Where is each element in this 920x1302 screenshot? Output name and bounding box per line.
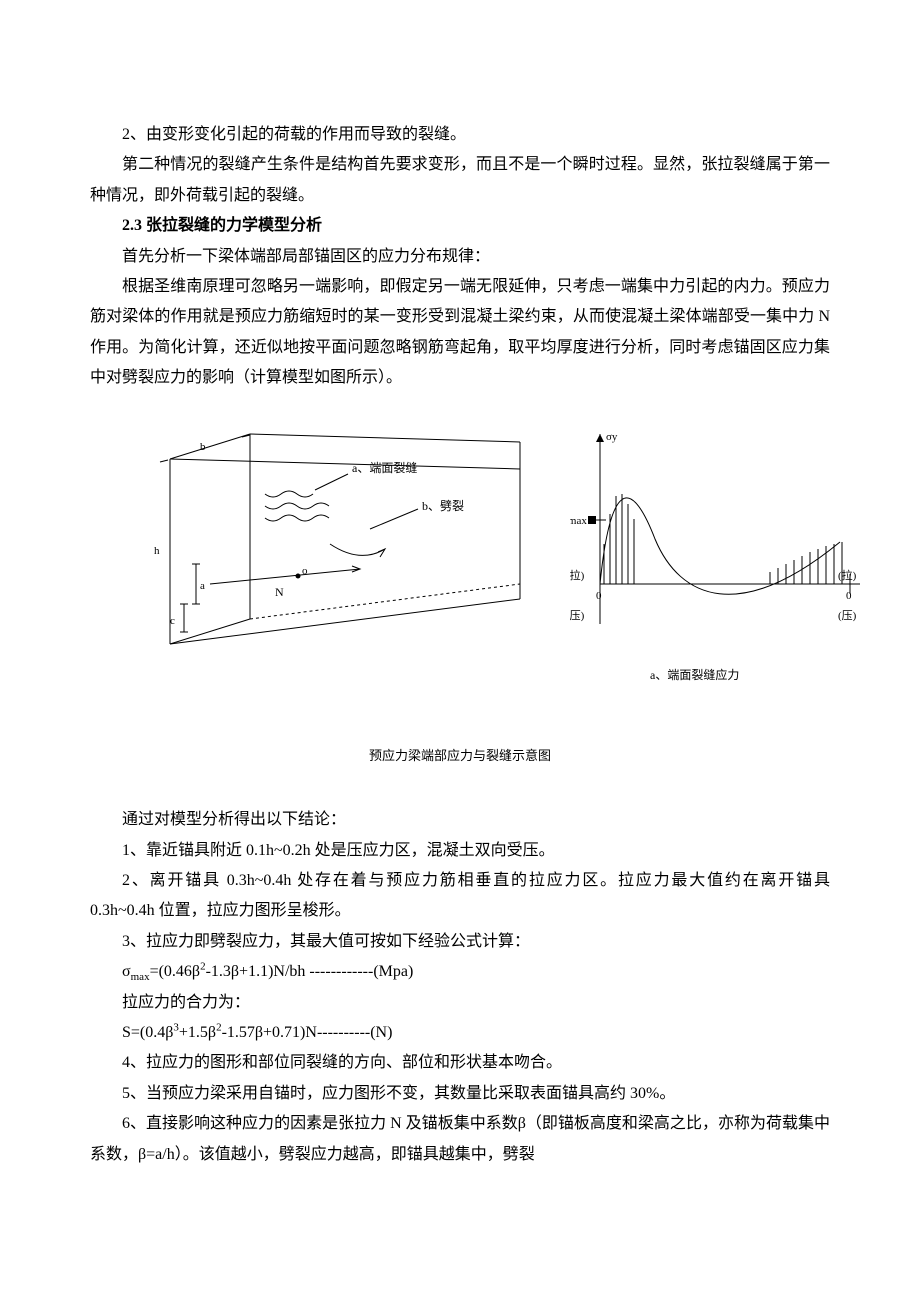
formula-S: S=(0.4β3+1.5β2-1.57β+0.71)N----------(N)	[90, 1018, 830, 1048]
graph-y-axis-label: σy	[606, 431, 618, 443]
conclusion-item-3: 3、拉应力即劈裂应力，其最大值可按如下经验公式计算：	[90, 927, 830, 957]
conclusion-item-2: 2、离开锚具 0.3h~0.4h 处存在着与预应力筋相垂直的拉应力区。拉应力最大…	[90, 866, 830, 927]
conclusion-item-1: 1、靠近锚具附近 0.1h~0.2h 处是压应力区，混凝土双向受压。	[90, 836, 830, 866]
beam-label-b: b、劈裂	[422, 498, 464, 513]
graph-zero-left: 0	[596, 590, 602, 602]
paragraph-model-desc: 根据圣维南原理可忽略另一端影响，即假定另一端无限延伸，只考虑一端集中力引起的内力…	[90, 272, 830, 394]
figure-stress-diagram: a、端面裂缝 b、劈裂 N o b h a c	[90, 414, 830, 734]
section-heading-2-3: 2.3 张拉裂缝的力学模型分析	[90, 211, 830, 241]
graph-left-compression-label: (压)	[570, 609, 585, 622]
beam-dim-h: h	[154, 545, 160, 557]
formula1-sigma: σ	[122, 963, 131, 980]
formula1-body: =(0.46β	[150, 963, 201, 980]
beam-label-N: N	[275, 585, 284, 599]
graph-right-tension-label: (拉)	[838, 568, 857, 582]
formula2-rest: -1.57β+0.71)N----------(N)	[222, 1024, 393, 1041]
paragraph-intro: 首先分析一下梁体端部局部锚固区的应力分布规律：	[90, 242, 830, 272]
formula2-mid: +1.5β	[179, 1024, 216, 1041]
formula1-sub: max	[131, 971, 150, 983]
graph-left-tension-label: (拉)	[570, 568, 585, 582]
beam-dim-b: b	[200, 441, 206, 453]
graph-zero-right: 0	[846, 590, 852, 602]
beam-dim-c: c	[170, 615, 175, 627]
conclusion-item-6: 6、直接影响这种应力的因素是张拉力 N 及锚板集中系数β（即锚板高度和梁高之比，…	[90, 1109, 830, 1170]
formula1-rest: -1.3β+1.1)N/bh ------------(Mpa)	[206, 963, 414, 980]
formula-sigma-max: σmax=(0.46β2-1.3β+1.1)N/bh ------------(…	[90, 957, 830, 987]
figure-caption: 预应力梁端部应力与裂缝示意图	[90, 744, 830, 769]
graph-right-compression-label: (压)	[838, 609, 857, 622]
formula2-prefix: S=(0.4β	[122, 1024, 173, 1041]
paragraph-conclusion-intro: 通过对模型分析得出以下结论：	[90, 805, 830, 835]
paragraph-explain: 第二种情况的裂缝产生条件是结构首先要求变形，而且不是一个瞬时过程。显然，张拉裂缝…	[90, 150, 830, 211]
beam-dim-a: a	[200, 580, 205, 592]
paragraph-resultant-intro: 拉应力的合力为：	[90, 988, 830, 1018]
graph-sigma-max-label: σmax	[570, 515, 587, 527]
stress-graph-svg: σy σmax (拉) (压) (拉) (压) 0 0	[570, 424, 880, 674]
conclusion-item-4: 4、拉应力的图形和部位同裂缝的方向、部位和形状基本吻合。	[90, 1048, 830, 1078]
page-body: 2、由变形变化引起的荷载的作用而导致的裂缝。 第二种情况的裂缝产生条件是结构首先…	[0, 0, 920, 1270]
beam-label-a: a、端面裂缝	[352, 460, 417, 475]
spacer	[90, 781, 830, 805]
paragraph-2-item: 2、由变形变化引起的荷载的作用而导致的裂缝。	[90, 120, 830, 150]
conclusion-item-5: 5、当预应力梁采用自锚时，应力图形不变，其数量比采取表面锚具高约 30%。	[90, 1079, 830, 1109]
beam-label-o: o	[302, 565, 308, 577]
beam-sketch-svg: a、端面裂缝 b、劈裂 N o b h a c	[100, 414, 540, 694]
figure-subcaption-a: a、端面裂缝应力	[650, 664, 739, 687]
